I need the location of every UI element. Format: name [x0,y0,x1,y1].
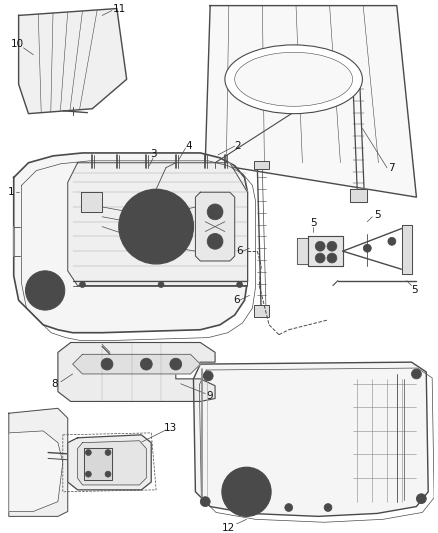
Text: 6: 6 [233,295,240,305]
Text: 10: 10 [11,39,24,49]
Polygon shape [68,435,151,490]
Polygon shape [73,354,200,374]
Circle shape [101,358,113,370]
Text: 5: 5 [411,286,418,295]
Text: 7: 7 [389,163,395,173]
Circle shape [119,189,194,264]
Circle shape [200,497,210,506]
Circle shape [170,358,182,370]
Circle shape [315,253,325,263]
Polygon shape [194,362,428,516]
Text: 11: 11 [113,4,127,13]
Polygon shape [350,189,367,202]
Circle shape [105,449,111,456]
Text: 1: 1 [7,187,14,197]
Polygon shape [58,343,215,401]
Circle shape [145,362,148,366]
Circle shape [207,233,223,249]
Circle shape [174,362,178,366]
Circle shape [412,369,421,379]
Circle shape [85,471,91,477]
Circle shape [203,371,213,381]
Circle shape [246,504,253,512]
Text: 2: 2 [234,141,241,151]
Text: 3: 3 [150,149,156,159]
Circle shape [222,467,271,516]
Circle shape [327,253,337,263]
Text: 6: 6 [237,246,243,256]
Polygon shape [85,448,112,480]
Polygon shape [68,163,247,286]
Circle shape [158,281,164,287]
Circle shape [25,271,65,310]
Circle shape [105,362,109,366]
Polygon shape [297,238,308,264]
Polygon shape [19,9,127,114]
Circle shape [138,209,174,244]
Circle shape [207,204,223,220]
Circle shape [35,281,55,300]
Circle shape [235,480,258,504]
Circle shape [417,494,426,504]
Polygon shape [81,192,102,212]
Circle shape [315,241,325,251]
Polygon shape [308,237,343,266]
Polygon shape [402,224,412,274]
Polygon shape [14,153,247,333]
Circle shape [141,358,152,370]
Text: 4: 4 [185,141,192,151]
Text: 8: 8 [52,379,58,389]
Circle shape [80,281,85,287]
Circle shape [237,281,243,287]
Text: 5: 5 [310,217,317,228]
Text: 5: 5 [374,210,381,220]
Text: 9: 9 [207,391,213,401]
Polygon shape [205,6,417,197]
Text: 13: 13 [164,423,177,433]
Polygon shape [78,441,146,485]
Circle shape [327,241,337,251]
Text: 12: 12 [222,523,236,533]
Polygon shape [9,431,63,512]
Circle shape [150,221,162,232]
Circle shape [364,244,371,252]
Circle shape [85,449,91,456]
Bar [254,305,269,317]
Polygon shape [195,192,235,261]
Circle shape [105,471,111,477]
Circle shape [324,504,332,512]
Bar [254,161,269,168]
Circle shape [285,504,293,512]
Ellipse shape [235,52,353,106]
Ellipse shape [225,45,362,114]
Circle shape [388,237,396,245]
Polygon shape [9,408,68,516]
